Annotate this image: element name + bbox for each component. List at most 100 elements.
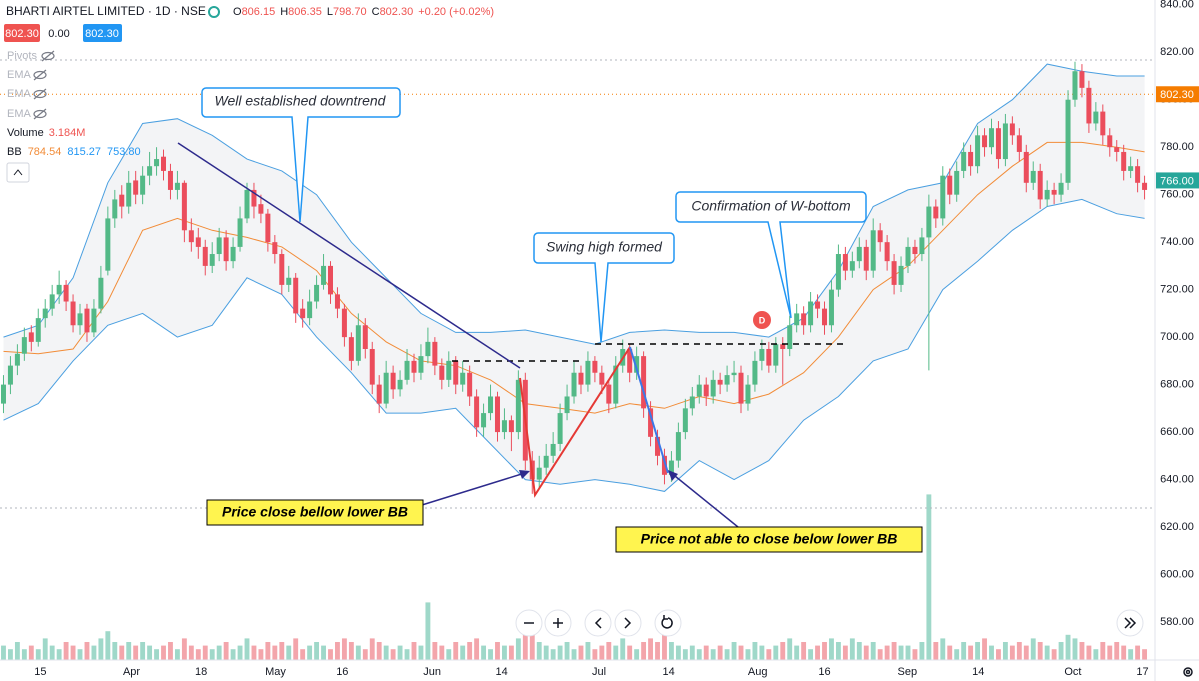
volume-bar — [933, 642, 939, 660]
candle-body — [724, 375, 730, 385]
candle-body — [488, 396, 494, 414]
change-value: +0.20 (+0.02%) — [418, 6, 494, 18]
candle-body — [592, 360, 598, 373]
volume-bar — [1135, 645, 1141, 660]
callout-text: Swing high formed — [546, 239, 663, 255]
note-box — [206, 499, 424, 526]
volume-bar — [314, 642, 320, 660]
volume-bar — [77, 649, 83, 660]
bb-middle — [3, 141, 1145, 414]
note-text: Price close bellow lower BB — [222, 504, 408, 520]
volume-bar — [369, 638, 375, 660]
candle-body — [891, 261, 897, 285]
volume-bar — [495, 642, 500, 660]
volume-bar — [21, 649, 27, 660]
volume-bar — [279, 642, 285, 660]
volume-bar — [453, 642, 459, 660]
volume-bar — [891, 642, 897, 660]
candle-body — [195, 237, 201, 247]
volume-bar — [376, 642, 382, 660]
indicator-name: EMA — [7, 69, 32, 81]
candle-body — [815, 301, 821, 309]
candle-body — [28, 332, 34, 342]
volume-bar — [355, 645, 361, 660]
volume-bar — [1051, 649, 1057, 660]
candle-body — [954, 170, 960, 195]
volume-bar — [467, 642, 473, 660]
volume-bar — [411, 642, 417, 660]
volume-bar — [265, 642, 271, 660]
candle-body — [300, 308, 306, 319]
candle-body — [689, 396, 695, 409]
candle-body — [188, 230, 194, 243]
candle-body — [91, 308, 97, 333]
dividend-marker[interactable] — [753, 311, 771, 329]
bb-label: BB 784.54 815.27 753.80 — [7, 146, 141, 158]
candle-body — [696, 384, 702, 397]
collapse-button[interactable] — [6, 162, 30, 183]
volume-bar — [529, 634, 535, 660]
arrow — [669, 471, 739, 528]
candle-body — [675, 432, 681, 461]
volume-bar — [502, 645, 507, 660]
candle-body — [995, 128, 1001, 160]
candle-body — [842, 254, 848, 271]
candle-body — [926, 206, 932, 238]
candle-body — [571, 372, 577, 397]
candle-body — [648, 408, 654, 437]
sell-box[interactable] — [4, 24, 40, 42]
candle-body — [550, 443, 556, 456]
x-tick-label: May — [265, 666, 286, 678]
chevron — [13, 169, 23, 176]
candle-body — [898, 265, 904, 285]
market-status — [208, 6, 220, 18]
spread: 0.00 — [48, 28, 69, 40]
volume-bar — [780, 642, 786, 660]
candle-body — [307, 301, 313, 319]
volume-bar — [202, 645, 208, 660]
volume-bar — [829, 638, 834, 660]
ohlc-label: O — [233, 6, 242, 18]
y-tick-label: 700.00 — [1160, 331, 1194, 343]
candle-body — [133, 180, 139, 195]
volume-bar — [592, 649, 598, 660]
volume-bar — [133, 645, 139, 660]
candle-body — [432, 341, 438, 366]
candle-body — [369, 348, 375, 385]
volume-bar — [432, 642, 438, 660]
candle-body — [682, 408, 688, 433]
candle-body — [327, 265, 334, 295]
candle-body — [383, 372, 389, 404]
arrow-head — [519, 470, 530, 479]
candle-body — [1128, 166, 1134, 171]
buy-box[interactable] — [83, 24, 122, 42]
indicator-value: 784.54 — [28, 146, 62, 158]
x-tick-label: 16 — [818, 666, 830, 678]
volume-bar — [662, 634, 667, 660]
candle-body — [474, 396, 480, 428]
volume-bar — [620, 638, 626, 660]
candle-body — [794, 313, 800, 326]
candle-body — [808, 301, 814, 326]
x-tick-label: 15 — [34, 666, 46, 678]
candle-body — [119, 194, 125, 207]
hidden-icons[interactable] — [33, 50, 55, 120]
volume-bar — [759, 645, 765, 660]
volume-bar — [188, 645, 194, 660]
candle-body — [1114, 147, 1120, 152]
candle-body — [578, 372, 584, 385]
scroll-right[interactable] — [614, 609, 642, 637]
reset[interactable] — [654, 609, 682, 637]
candle-body — [272, 242, 278, 255]
volume-bar — [481, 645, 487, 660]
volume-bar — [418, 645, 424, 660]
volume-bar — [223, 642, 229, 660]
candle-body — [1086, 87, 1092, 124]
volume-bar — [564, 642, 570, 660]
scroll-left[interactable] — [584, 609, 612, 637]
candle-body — [773, 344, 779, 366]
candle-body — [147, 166, 153, 176]
volume-bar — [91, 645, 97, 660]
candle-body — [35, 318, 41, 342]
volume-bar — [801, 642, 807, 660]
